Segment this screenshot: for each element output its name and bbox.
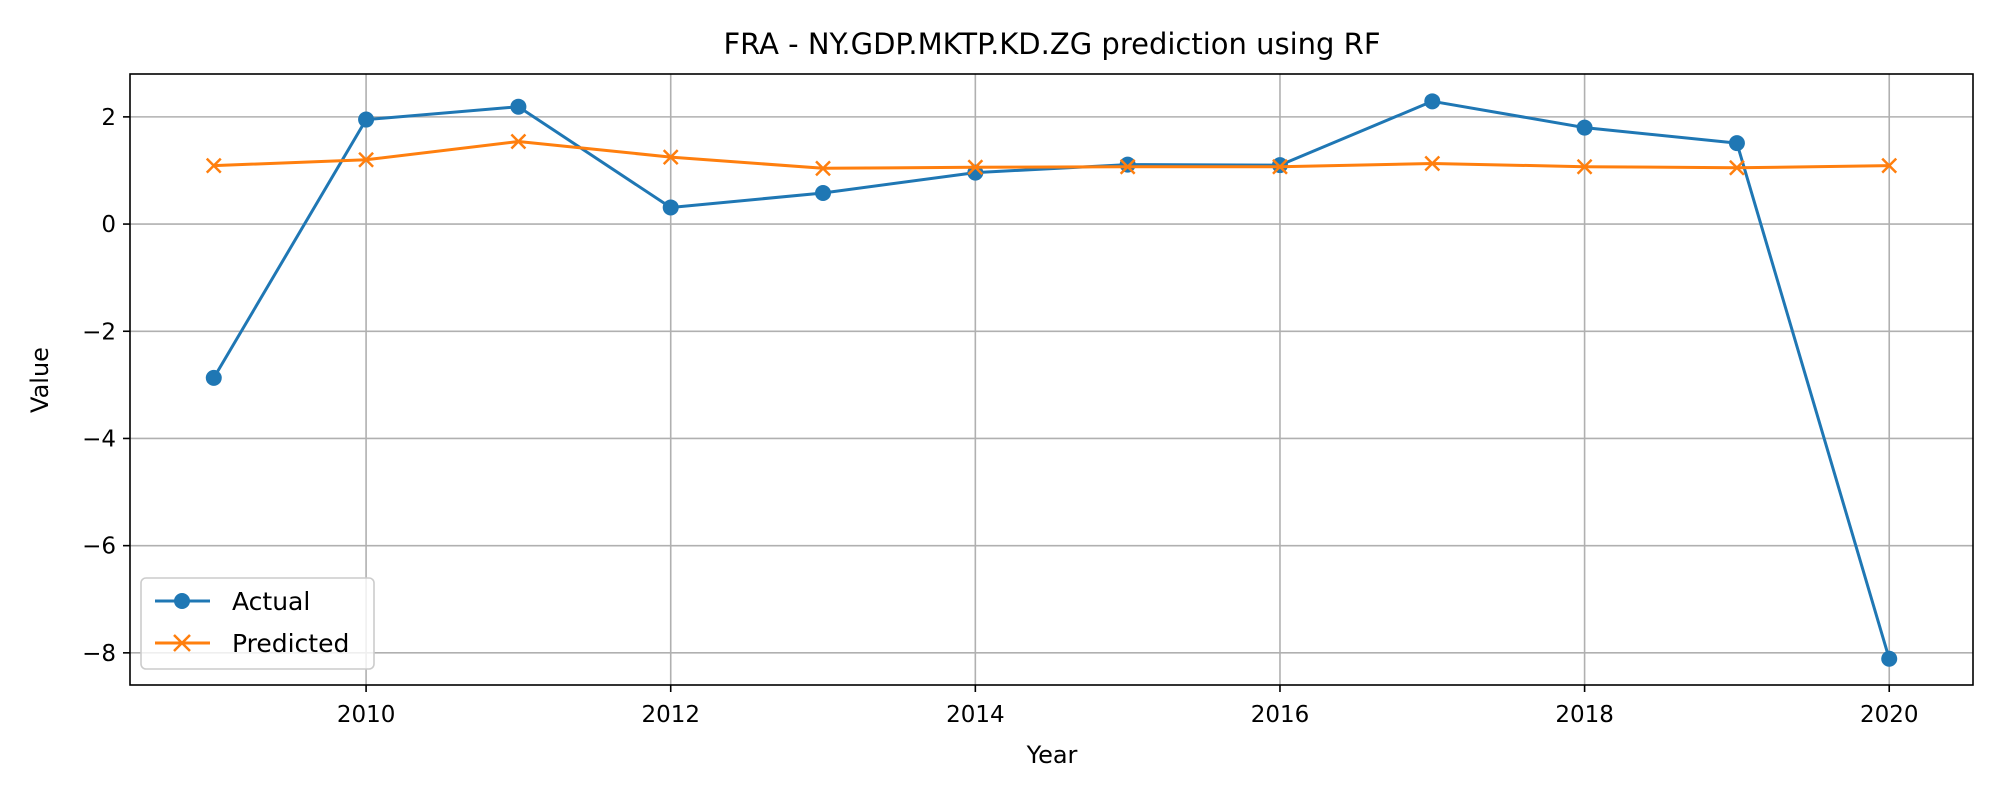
- data-point-actual: [662, 199, 679, 216]
- y-tick-label: 0: [101, 212, 116, 238]
- data-point-predicted: [205, 157, 222, 174]
- series-line-predicted: [212, 140, 1891, 170]
- data-point-predicted: [967, 159, 984, 176]
- y-tick-label: 2: [101, 105, 116, 131]
- y-tick-label: −2: [82, 319, 116, 345]
- x-tick-label: 2012: [641, 702, 700, 728]
- data-point-actual: [510, 98, 527, 115]
- data-point-predicted: [1272, 158, 1288, 175]
- legend-marker-predicted: [173, 634, 191, 652]
- y-axis-label: Value: [26, 347, 54, 413]
- data-point-predicted: [358, 151, 374, 168]
- data-point-actual: [1728, 135, 1745, 152]
- tick-layer: 2010 2012 2014 2016 2018 2020 −8 −6 −4 −2 0 2: [82, 105, 1918, 728]
- data-point-predicted: [510, 133, 527, 150]
- legend-label-actual: Actual: [232, 587, 310, 616]
- y-tick-label: −8: [82, 641, 116, 667]
- x-tick-label: 2016: [1251, 702, 1310, 728]
- data-point-actual: [1119, 156, 1136, 173]
- x-tick-label: 2020: [1860, 702, 1919, 728]
- data-point-actual: [205, 369, 222, 386]
- y-tick-label: −6: [82, 534, 116, 560]
- data-point-actual: [1576, 119, 1593, 136]
- data-point-actual: [358, 111, 375, 128]
- data-point-actual: [815, 184, 832, 201]
- legend: Actual Predicted: [140, 577, 375, 670]
- series-line-actual: [212, 99, 1891, 661]
- x-tick-label: 2010: [337, 702, 396, 728]
- data-point-predicted: [1576, 158, 1593, 175]
- plot-frame: [129, 73, 1974, 686]
- x-tick-label: 2018: [1555, 702, 1614, 728]
- data-point-predicted: [1881, 157, 1898, 174]
- data-point-predicted: [1119, 158, 1136, 175]
- data-point-predicted: [1729, 159, 1745, 176]
- data-point-predicted: [662, 149, 679, 165]
- legend-marker-actual: [174, 593, 190, 609]
- legend-label-predicted: Predicted: [232, 629, 349, 658]
- grid-layer: [130, 74, 1973, 685]
- data-point-predicted: [815, 160, 831, 177]
- data-point-predicted: [1424, 155, 1441, 172]
- data-point-actual: [1424, 93, 1441, 110]
- y-tick-label: −4: [82, 426, 116, 452]
- data-point-actual: [1881, 650, 1898, 667]
- series-layer: [205, 93, 1898, 667]
- x-tick-label: 2014: [946, 702, 1005, 728]
- chart-title: FRA - NY.GDP.MKTP.KD.ZG prediction using…: [723, 27, 1380, 61]
- x-axis-label: Year: [1026, 741, 1078, 769]
